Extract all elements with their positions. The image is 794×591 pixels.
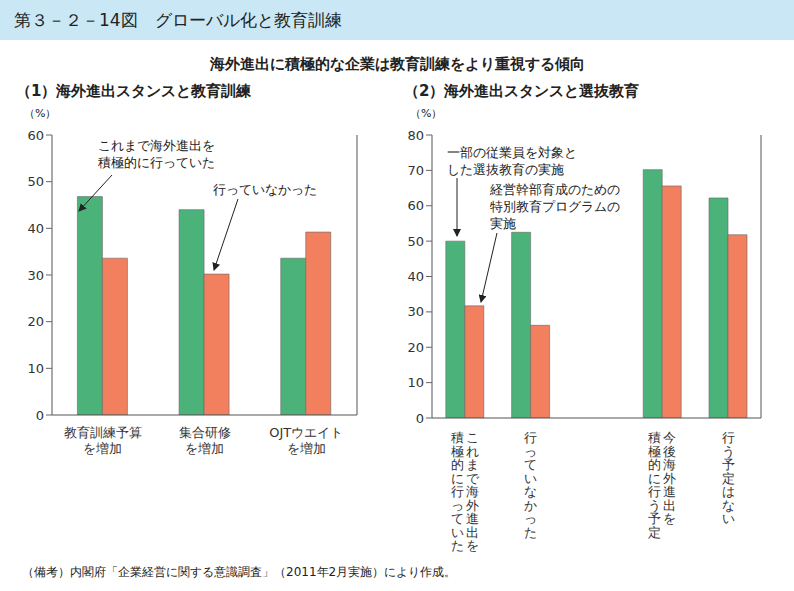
- svg-text:い: い: [722, 511, 735, 526]
- svg-text:に: に: [450, 470, 464, 486]
- svg-text:後: 後: [663, 443, 677, 459]
- svg-text:た: た: [451, 538, 464, 553]
- html-text:（備考）内閣府「企業経営に関する意識調査」（2011年2月実: （備考）内閣府「企業経営に関する意識調査」（2011年2月実施）により作成。: [22, 565, 457, 579]
- svg-text:20: 20: [27, 314, 44, 329]
- svg-text:い: い: [524, 470, 538, 486]
- svg-text:教育訓練予算を増加: 教育訓練予算を増加: [64, 425, 142, 456]
- svg-text:外: 外: [663, 470, 677, 486]
- svg-text:に: に: [648, 470, 662, 486]
- svg-text:10: 10: [27, 361, 44, 376]
- svg-text:40: 40: [407, 269, 424, 284]
- svg-text:た: た: [524, 525, 537, 540]
- svg-text:50: 50: [407, 234, 424, 249]
- svg-text:て: て: [524, 457, 538, 472]
- svg-text:っ: っ: [524, 443, 538, 459]
- svg-text:外: 外: [465, 497, 479, 513]
- svg-text:て: て: [450, 511, 464, 526]
- svg-text:一部の従業員を対象とした選抜教育の実施: 一部の従業員を対象とした選抜教育の実施: [447, 145, 577, 177]
- svg-text:行: 行: [524, 430, 538, 445]
- svg-text:70: 70: [407, 163, 424, 178]
- html-text:（1）海外進出スタンスと教育訓練: （1）海外進出スタンスと教育訓練: [16, 82, 252, 100]
- html-text:第３－２－14図 グローバル化と教育訓練: 第３－２－14図 グローバル化と教育訓練: [14, 9, 342, 30]
- svg-text:50: 50: [27, 174, 44, 189]
- svg-text:を: を: [466, 538, 479, 553]
- svg-text:出: 出: [663, 497, 677, 513]
- svg-text:60: 60: [407, 198, 424, 213]
- svg-text:出: 出: [465, 524, 479, 540]
- svg-text:な: な: [721, 497, 735, 513]
- svg-text:行: 行: [648, 484, 662, 499]
- svg-text:今: 今: [663, 430, 677, 445]
- svg-text:っ: っ: [524, 511, 538, 526]
- svg-text:経営幹部育成のための特別教育プログラムの実施: 経営幹部育成のための特別教育プログラムの実施: [489, 182, 620, 231]
- svg-text:行: 行: [721, 430, 735, 445]
- svg-text:う: う: [648, 497, 662, 513]
- svg-text:を: を: [663, 511, 676, 526]
- svg-text:行: 行: [450, 484, 464, 499]
- svg-text:進: 進: [663, 484, 677, 499]
- svg-text:予: 予: [721, 457, 735, 472]
- svg-text:ま: ま: [465, 457, 479, 472]
- svg-text:海: 海: [663, 457, 677, 472]
- html-text:海外進出に積極的な企業は教育訓練をより重視する傾向: 海外進出に積極的な企業は教育訓練をより重視する傾向: [209, 55, 585, 73]
- svg-text:これまで海外進出を積極的に行っていた: これまで海外進出を積極的に行っていた: [98, 138, 215, 170]
- svg-text:海: 海: [465, 484, 479, 499]
- svg-text:80: 80: [407, 128, 424, 143]
- svg-text:積: 積: [450, 430, 464, 445]
- svg-text:定: 定: [721, 470, 735, 486]
- svg-text:は: は: [721, 484, 735, 499]
- svg-text:0: 0: [416, 411, 424, 426]
- html-text:（2）海外進出スタンスと選抜教育: （2）海外進出スタンスと選抜教育: [404, 82, 640, 100]
- svg-text:10: 10: [407, 375, 424, 390]
- svg-text:こ: こ: [465, 430, 479, 445]
- svg-text:集合研修を増加: 集合研修を増加: [179, 425, 231, 456]
- svg-text:60: 60: [27, 128, 44, 143]
- svg-text:0: 0: [36, 408, 44, 423]
- svg-text:で: で: [465, 470, 479, 486]
- svg-text:極: 極: [648, 443, 662, 459]
- svg-text:OJTウエイトを増加: OJTウエイトを増加: [269, 425, 343, 456]
- svg-text:れ: れ: [465, 443, 479, 459]
- svg-text:30: 30: [27, 268, 44, 283]
- svg-text:20: 20: [407, 340, 424, 355]
- svg-text:40: 40: [27, 221, 44, 236]
- svg-text:う: う: [721, 443, 735, 459]
- svg-text:進: 進: [465, 511, 479, 526]
- svg-text:積: 積: [648, 430, 662, 445]
- svg-text:か: か: [524, 497, 538, 513]
- svg-text:定: 定: [648, 525, 661, 540]
- svg-text:30: 30: [407, 304, 424, 319]
- svg-text:い: い: [450, 524, 464, 540]
- svg-text:行っていなかった: 行っていなかった: [213, 182, 317, 197]
- svg-text:的: 的: [450, 457, 464, 472]
- svg-text:極: 極: [450, 443, 464, 459]
- svg-text:的: 的: [648, 457, 662, 472]
- svg-text:な: な: [524, 484, 538, 499]
- svg-text:っ: っ: [450, 497, 464, 513]
- svg-text:予: 予: [648, 511, 662, 526]
